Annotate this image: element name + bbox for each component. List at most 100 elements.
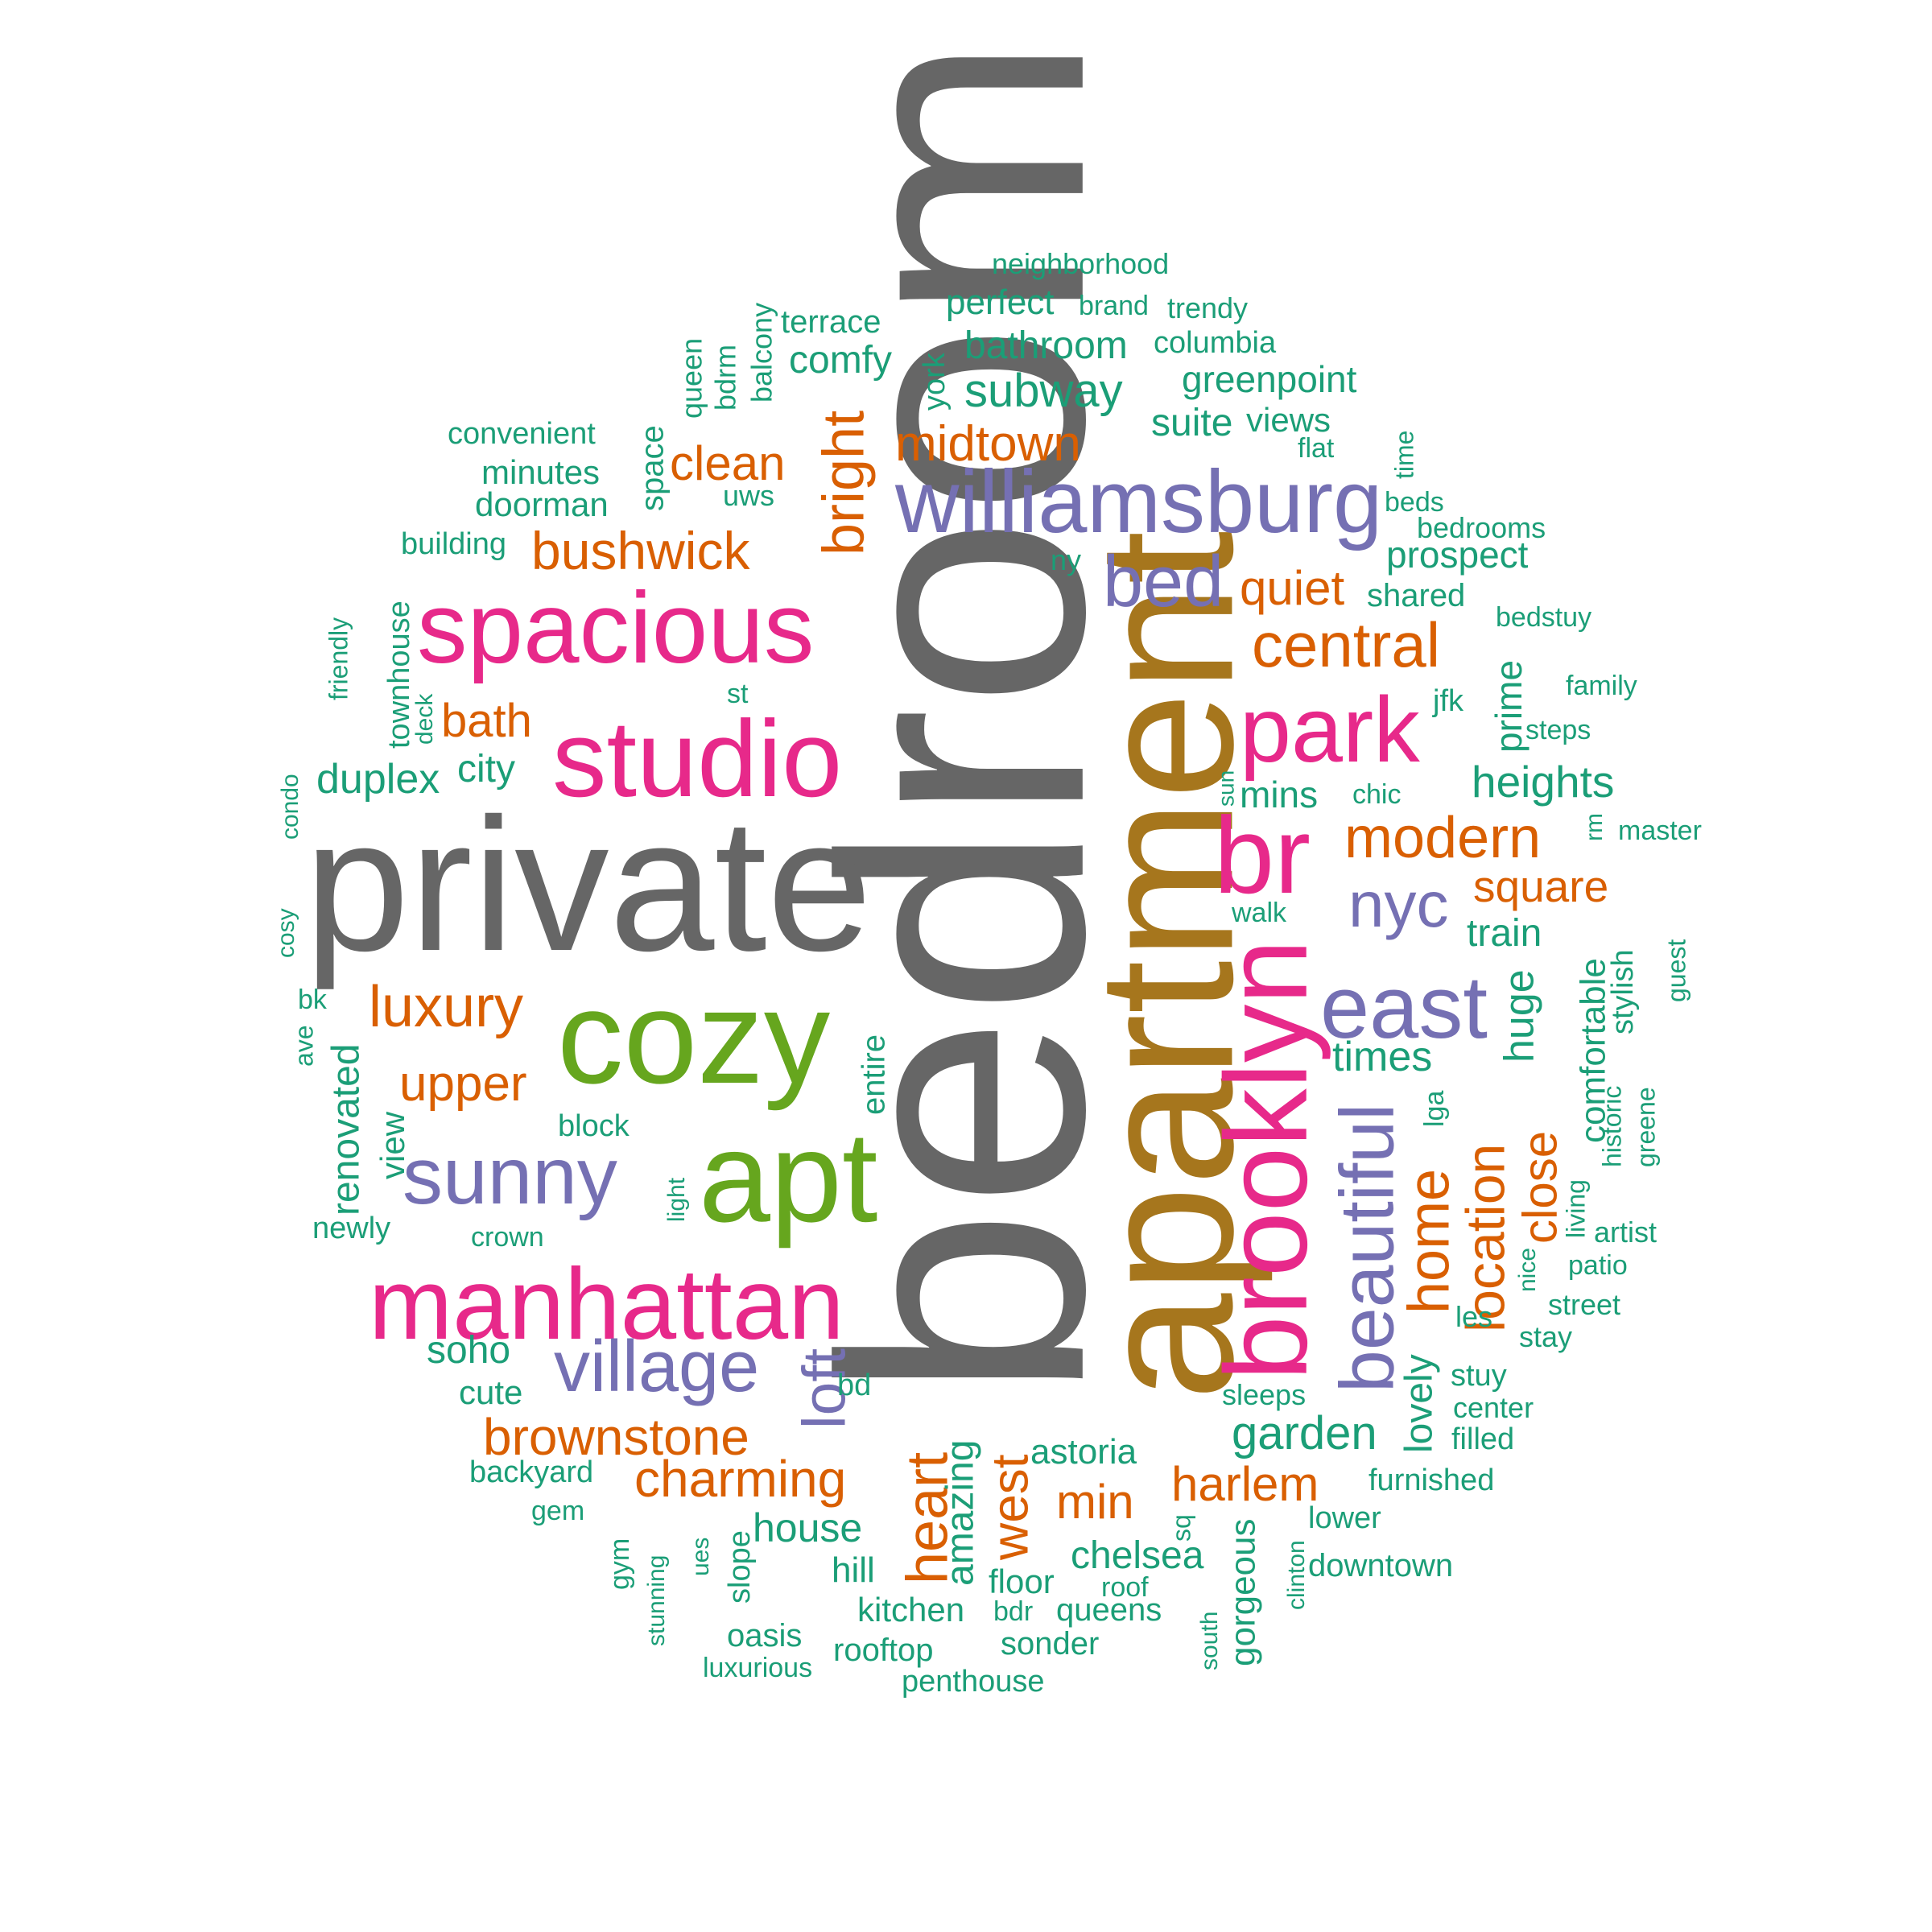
word-shared: shared bbox=[1367, 578, 1466, 614]
word-stay: stay bbox=[1519, 1320, 1573, 1354]
word-ny: ny bbox=[1051, 543, 1082, 577]
word-lovely: lovely bbox=[1397, 1354, 1441, 1453]
word-queen: queen bbox=[675, 337, 708, 419]
word-charming: charming bbox=[634, 1449, 847, 1508]
word-upper: upper bbox=[399, 1056, 527, 1113]
word-williamsburg: williamsburg bbox=[895, 452, 1383, 551]
word-slope: slope bbox=[722, 1530, 757, 1604]
word-entire: entire bbox=[856, 1034, 892, 1115]
word-brand: brand bbox=[1079, 290, 1149, 321]
word-private: private bbox=[304, 778, 873, 991]
word-walk: walk bbox=[1232, 897, 1287, 928]
word-penthouse: penthouse bbox=[902, 1664, 1045, 1699]
word-mins: mins bbox=[1240, 773, 1319, 815]
word-trendy: trendy bbox=[1167, 291, 1249, 325]
word-deck: deck bbox=[411, 693, 438, 745]
word-quiet: quiet bbox=[1240, 560, 1345, 615]
word-lga: lga bbox=[1418, 1090, 1450, 1127]
word-townhouse: townhouse bbox=[382, 601, 416, 749]
word-backyard: backyard bbox=[469, 1455, 594, 1489]
word-sunny: sunny bbox=[402, 1131, 617, 1221]
word-train: train bbox=[1467, 912, 1542, 956]
word-clean: clean bbox=[670, 436, 786, 490]
word-gym: gym bbox=[604, 1538, 635, 1590]
word-ave: ave bbox=[289, 1025, 319, 1067]
word-master: master bbox=[1618, 815, 1702, 846]
word-chic: chic bbox=[1352, 778, 1402, 810]
word-view: view bbox=[373, 1111, 411, 1179]
word-rooftop: rooftop bbox=[833, 1633, 934, 1669]
word-furnished: furnished bbox=[1368, 1463, 1495, 1497]
word-roof: roof bbox=[1101, 1571, 1149, 1603]
word-times: times bbox=[1332, 1033, 1433, 1080]
word-cute: cute bbox=[459, 1373, 523, 1411]
word-min: min bbox=[1056, 1474, 1134, 1529]
word-comfy: comfy bbox=[789, 339, 893, 382]
word-central: central bbox=[1252, 609, 1441, 681]
word-square: square bbox=[1473, 861, 1609, 912]
word-village: village bbox=[554, 1327, 760, 1408]
word-st: st bbox=[727, 678, 749, 709]
word-historic: historic bbox=[1597, 1085, 1627, 1167]
word-bk: bk bbox=[298, 984, 327, 1015]
word-bedstuy: bedstuy bbox=[1496, 601, 1592, 633]
word-gorgeous: gorgeous bbox=[1223, 1518, 1263, 1666]
word-minutes: minutes bbox=[481, 452, 601, 491]
word-greene: greene bbox=[1631, 1087, 1661, 1167]
word-balcony: balcony bbox=[745, 302, 778, 402]
word-midtown: midtown bbox=[895, 416, 1081, 473]
word-hill: hill bbox=[832, 1550, 875, 1591]
word-south: south bbox=[1195, 1611, 1223, 1670]
word-suite: suite bbox=[1151, 402, 1233, 445]
word-floor: floor bbox=[989, 1562, 1055, 1600]
word-sonder: sonder bbox=[1001, 1626, 1100, 1662]
word-bath: bath bbox=[441, 695, 532, 748]
word-bd: bd bbox=[837, 1368, 872, 1402]
word-stylish: stylish bbox=[1605, 949, 1640, 1034]
word-manhattan: manhattan bbox=[369, 1248, 844, 1360]
word-brooklyn: brooklyn bbox=[1200, 939, 1331, 1381]
word-house: house bbox=[753, 1505, 863, 1550]
word-cosy: cosy bbox=[272, 908, 299, 958]
word-block: block bbox=[558, 1108, 630, 1143]
word-bdrm: bdrm bbox=[708, 344, 742, 411]
word-artist: artist bbox=[1594, 1216, 1657, 1249]
word-amazing: amazing bbox=[939, 1439, 982, 1586]
word-time: time bbox=[1389, 430, 1419, 479]
word-jfk: jfk bbox=[1433, 683, 1463, 718]
word-lower: lower bbox=[1308, 1501, 1381, 1535]
word-stuy: stuy bbox=[1451, 1358, 1507, 1393]
word-nyc: nyc bbox=[1348, 868, 1449, 940]
word-modern: modern bbox=[1344, 805, 1542, 870]
word-harlem: harlem bbox=[1171, 1456, 1319, 1511]
word-guest: guest bbox=[1662, 939, 1691, 1002]
word-studio: studio bbox=[552, 698, 843, 820]
word-convenient: convenient bbox=[448, 416, 596, 451]
word-rm: rm bbox=[1580, 813, 1608, 841]
word-friendly: friendly bbox=[324, 617, 353, 700]
word-bed: bed bbox=[1103, 542, 1224, 623]
word-sq: sq bbox=[1166, 1514, 1196, 1542]
word-br: br bbox=[1214, 795, 1311, 917]
word-neighborhood: neighborhood bbox=[992, 247, 1170, 281]
word-subway: subway bbox=[964, 365, 1123, 418]
word-west: west bbox=[980, 1454, 1039, 1560]
word-garden: garden bbox=[1232, 1407, 1377, 1460]
word-columbia: columbia bbox=[1154, 325, 1277, 360]
word-sleeps: sleeps bbox=[1222, 1378, 1307, 1412]
word-apt: apt bbox=[699, 1104, 878, 1249]
word-bushwick: bushwick bbox=[531, 521, 750, 581]
word-gem: gem bbox=[531, 1495, 585, 1526]
word-bright: bright bbox=[811, 410, 877, 555]
word-oasis: oasis bbox=[727, 1618, 803, 1654]
word-doorman: doorman bbox=[475, 485, 609, 523]
word-beds: beds bbox=[1385, 486, 1444, 518]
word-condo: condo bbox=[276, 774, 303, 840]
word-sun: sun bbox=[1213, 770, 1239, 807]
word-les: les bbox=[1455, 1300, 1493, 1334]
word-east: east bbox=[1320, 957, 1488, 1057]
word-stunning: stunning bbox=[642, 1554, 670, 1646]
word-street: street bbox=[1548, 1288, 1621, 1322]
word-prime: prime bbox=[1487, 659, 1530, 753]
